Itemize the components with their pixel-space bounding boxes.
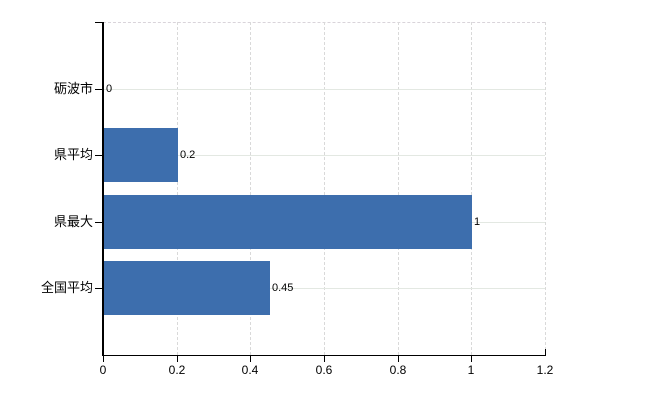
- grid-line-horizontal: [103, 89, 545, 90]
- grid-line-vertical: [471, 22, 473, 355]
- bar-value-label: 0.45: [272, 282, 294, 294]
- grid-line-horizontal: [103, 288, 545, 289]
- bar-value-label: 0: [106, 83, 113, 95]
- grid-line-vertical: [324, 22, 325, 355]
- x-tick-label: 0: [99, 363, 107, 377]
- category-label: 県平均: [53, 147, 93, 162]
- x-tick-label: 0.4: [241, 363, 259, 377]
- x-axis-tick: [398, 356, 399, 362]
- x-tick-label: 1.2: [536, 363, 554, 377]
- bar: [104, 261, 270, 315]
- bar: [104, 128, 178, 182]
- category-label: 県最大: [53, 214, 93, 229]
- x-axis-tick: [324, 356, 325, 362]
- grid-line-vertical: [545, 22, 546, 355]
- bar-value-label: 1: [474, 216, 481, 228]
- y-axis-line: [102, 22, 104, 355]
- x-axis-line: [102, 355, 546, 356]
- bar-value-label: 0.2: [180, 149, 196, 161]
- x-axis-tick: [103, 356, 104, 362]
- grid-line-vertical: [176, 22, 178, 355]
- bar: [104, 195, 472, 249]
- y-axis-tick: [95, 288, 103, 289]
- grid-line-vertical: [397, 22, 399, 355]
- x-tick-label: 0.6: [315, 363, 333, 377]
- y-axis-tick: [95, 89, 103, 90]
- grid-line-horizontal: [103, 155, 545, 156]
- y-axis-tick: [95, 222, 103, 223]
- x-axis-tick: [177, 356, 178, 362]
- x-axis-tick: [545, 349, 546, 355]
- y-axis-tick: [95, 155, 103, 156]
- x-tick-label: 0.2: [168, 363, 186, 377]
- x-tick-label: 0.8: [389, 363, 407, 377]
- x-tick-label: 1: [467, 363, 475, 377]
- x-axis-tick: [471, 356, 472, 362]
- grid-line-vertical: [250, 22, 252, 355]
- x-axis-tick: [250, 356, 251, 362]
- category-label: 砺波市: [53, 81, 93, 96]
- y-axis-endcap-tick: [95, 22, 103, 23]
- category-label: 全国平均: [40, 280, 93, 295]
